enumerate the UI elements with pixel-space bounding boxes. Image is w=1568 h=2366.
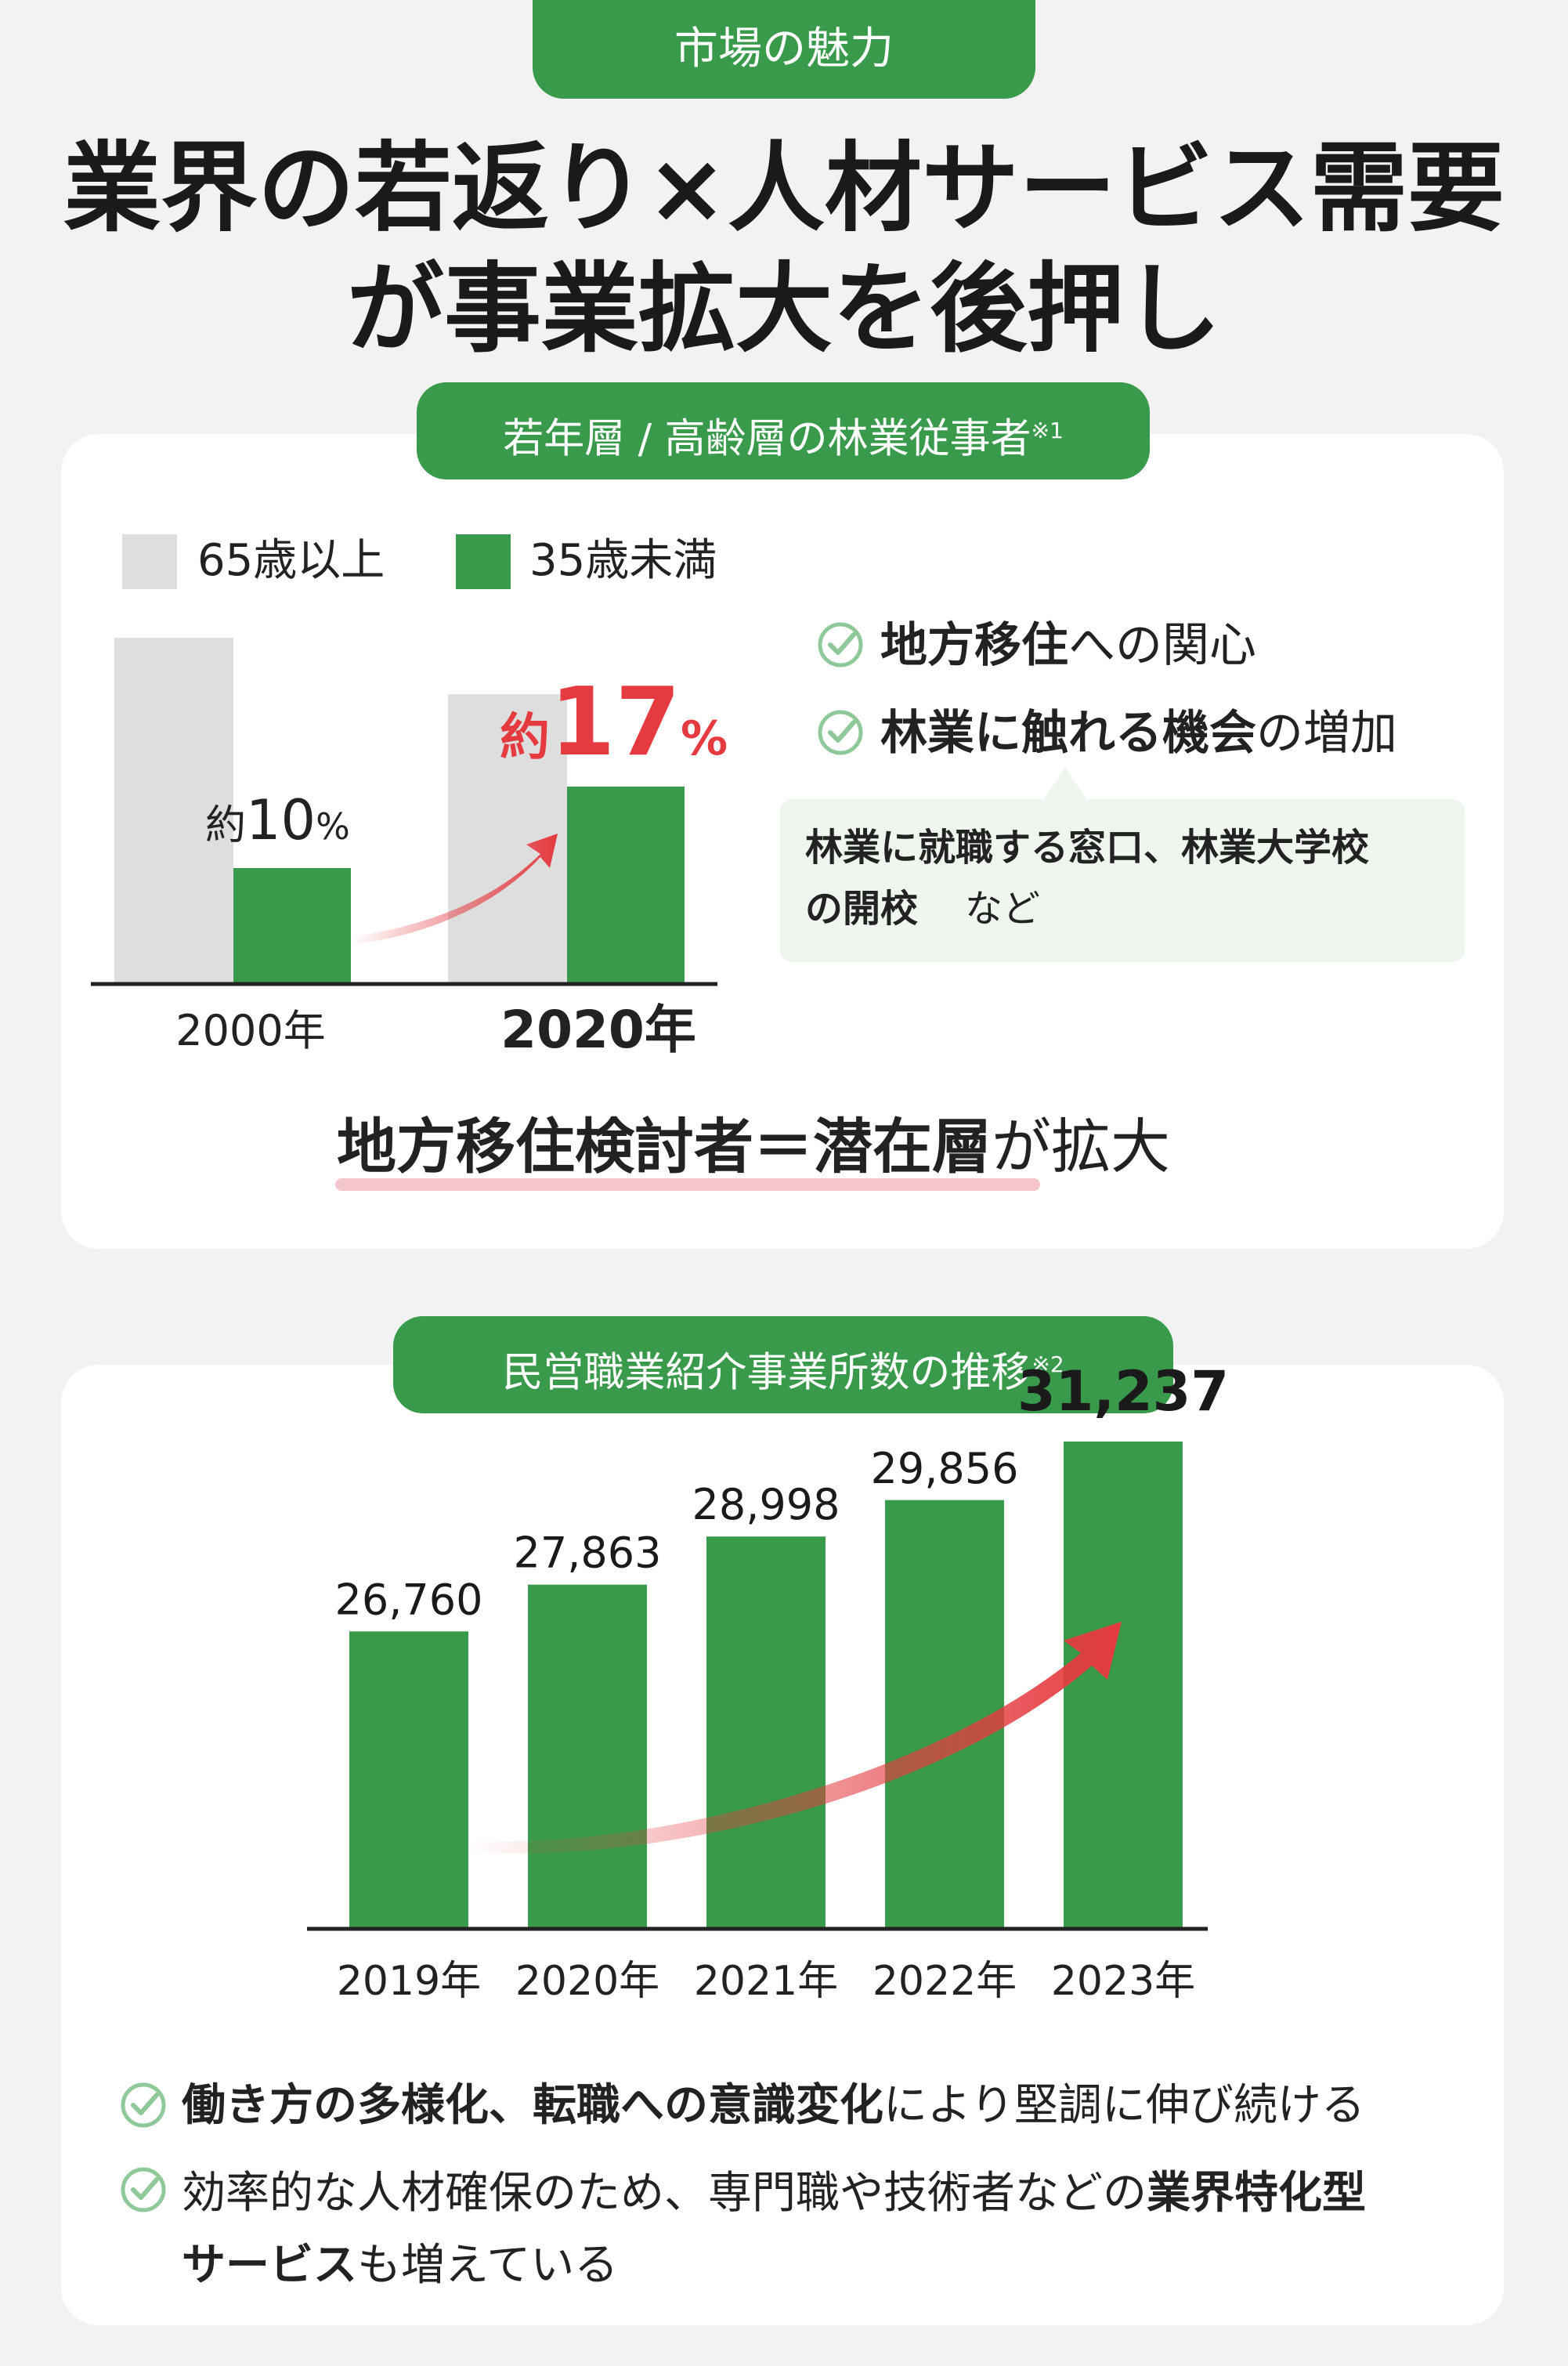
- xtick-2020: 2020年: [500, 1000, 696, 1060]
- note-line2-bold: の開校: [805, 887, 919, 931]
- value-label-2021年: 28,998: [692, 1480, 840, 1529]
- xtick-2021年: 2021年: [694, 1958, 838, 2005]
- conclusion-rest: が拡大: [992, 1112, 1170, 1181]
- check-item-1: 地方移住への関心: [880, 613, 1256, 678]
- conclusion-bold: 地方移住検討者＝潜在層: [337, 1112, 992, 1181]
- value-label-2020年: 27,863: [514, 1528, 662, 1578]
- label-2000-prefix: 約: [205, 802, 247, 849]
- label-2000-unit: %: [316, 805, 350, 848]
- note-pointer: [1042, 768, 1089, 802]
- label-2000-value: 10: [246, 788, 316, 852]
- section2-check-2-rest2: も増えている: [357, 2240, 619, 2291]
- label-2020-unit: %: [681, 711, 728, 766]
- legend-swatch-35: [456, 534, 511, 589]
- page-title-line2: が事業拡大を後押し: [346, 253, 1221, 366]
- growth-arrow-2: [467, 1622, 1122, 1854]
- section1-pill-note: ※1: [1031, 418, 1064, 443]
- bar-2021年: [706, 1536, 826, 1927]
- note-line2-rest: など: [965, 887, 1041, 931]
- label-2020-share: 約17%: [500, 672, 766, 790]
- section2-pill: 民営職業紹介事業所数の推移※2: [393, 1316, 1173, 1413]
- section2-check-2: 効率的な人材確保のため、専門職や技術者などの業界特化型 サービスも増えている: [182, 2158, 1466, 2302]
- section-badge: 市場の魅力: [533, 0, 1035, 99]
- bar-2020年: [528, 1584, 647, 1927]
- section2-check-2-bold1: 業界特化型: [1147, 2168, 1366, 2219]
- xtick-2022年: 2022年: [873, 1958, 1017, 2005]
- note-line2: の開校 など: [805, 881, 1040, 937]
- label-2020-prefix: 約: [500, 709, 550, 767]
- xtick-2000: 2000年: [175, 1006, 326, 1055]
- bar-2019年: [349, 1631, 468, 1927]
- value-label-2019年: 26,760: [335, 1575, 483, 1624]
- note-line1: 林業に就職する窓口、林業大学校: [805, 826, 1370, 870]
- bar-2023年: [1064, 1442, 1183, 1927]
- check-item-2-rest: の増加: [1256, 706, 1397, 761]
- bar-2022年: [885, 1500, 1004, 1927]
- chart-age-bars: [91, 638, 717, 986]
- section2-check-1: 働き方の多様化、転職への意識変化により堅調に伸び続ける: [182, 2073, 1365, 2139]
- section1-pill: 若年層 / 高齢層の林業従事者※1: [417, 382, 1150, 479]
- bar-2000-65plus: [114, 638, 233, 982]
- note-box: [780, 799, 1465, 962]
- section2-check-1-bold: 働き方の多様化、転職への意識変化: [182, 2080, 883, 2131]
- bar-2000-under35: [233, 868, 351, 982]
- legend-swatch-65: [122, 534, 177, 589]
- bar-2020-under35: [567, 787, 685, 982]
- check-item-1-rest: への関心: [1068, 618, 1256, 673]
- section2-check-2-rest1: 効率的な人材確保のため、専門職や技術者などの: [182, 2168, 1147, 2219]
- legend-label-65: 65歳以上: [197, 535, 385, 586]
- page-title-line1: 業界の若返り×人材サービス需要: [63, 132, 1505, 245]
- check-icon: [121, 2082, 166, 2128]
- value-label-2022年: 29,856: [871, 1444, 1019, 1493]
- xtick-2020年: 2020年: [515, 1958, 659, 2005]
- legend-label-35: 35歳未満: [529, 535, 717, 586]
- section2-pill-label: 民営職業紹介事業所数の推移: [502, 1349, 1032, 1397]
- check-item-2: 林業に触れる機会の増加: [880, 700, 1397, 766]
- chart-agency-counts: 26,760 2019年 27,863 2020年 28,998 2021年 29,856 2…: [307, 1359, 1229, 2005]
- value-label-2023年: 31,237: [1017, 1359, 1229, 1424]
- conclusion-text: 地方移住検討者＝潜在層が拡大: [337, 1108, 1170, 1186]
- xtick-2023年: 2023年: [1051, 1958, 1195, 2005]
- section2-pill-note: ※2: [1031, 1351, 1064, 1377]
- check-item-2-bold: 林業に触れる機会: [880, 706, 1256, 761]
- section1-pill-label: 若年層 / 高齢層の林業従事者: [503, 415, 1031, 463]
- xtick-2019年: 2019年: [337, 1958, 481, 2005]
- label-2000-share: 約10%: [205, 785, 393, 862]
- check-icon: [818, 710, 863, 755]
- check-item-1-bold: 地方移住: [880, 618, 1068, 673]
- section2-check-1-rest: により堅調に伸び続ける: [883, 2080, 1365, 2131]
- check-icon: [121, 2167, 166, 2212]
- conclusion-underline: [335, 1178, 1040, 1191]
- section2-check-2-bold2: サービス: [182, 2240, 357, 2291]
- check-icon: [818, 622, 863, 667]
- growth-arrow-1: [351, 834, 558, 945]
- label-2020-value: 17: [550, 668, 681, 777]
